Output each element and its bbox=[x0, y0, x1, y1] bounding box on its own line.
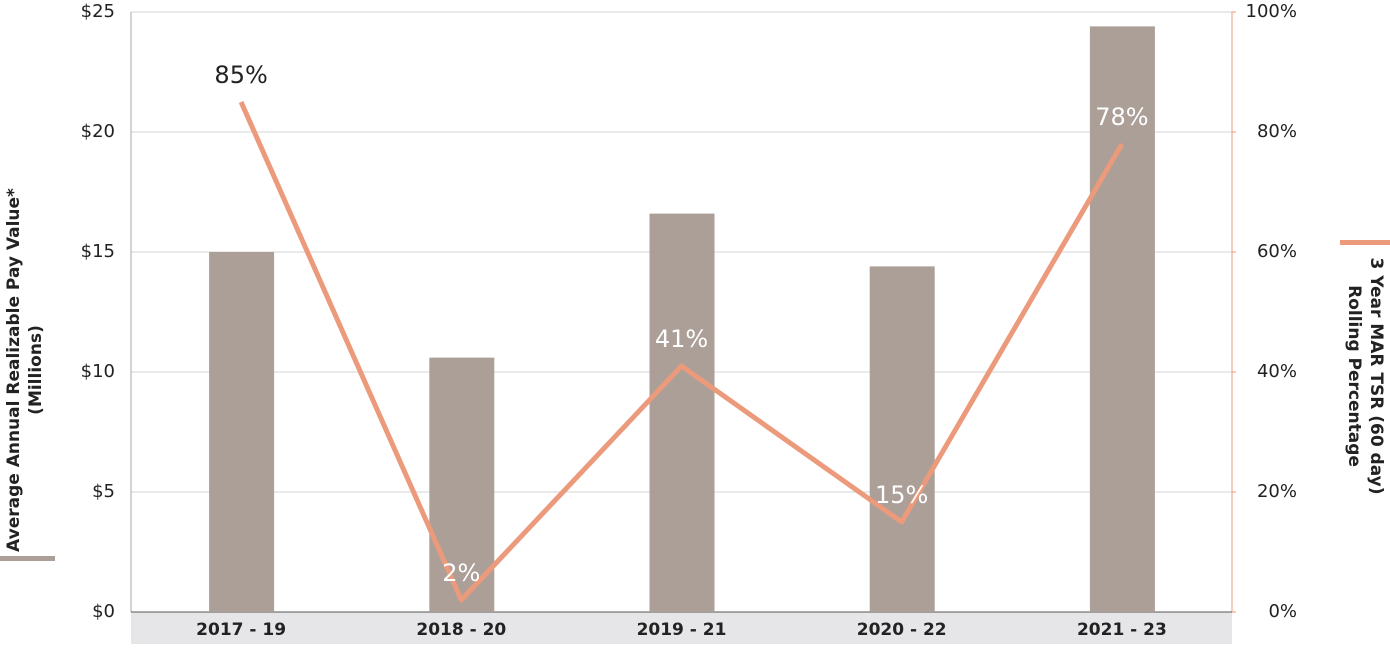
legend-swatch bbox=[0, 556, 55, 561]
y2-tick-label: 100% bbox=[1246, 1, 1297, 22]
y-tick-label: $15 bbox=[81, 241, 115, 262]
legend-entry: 3 Year MAR TSR (60 day)Rolling Percentag… bbox=[1344, 257, 1386, 494]
x-tick-label: 2017 - 19 bbox=[196, 620, 286, 640]
legend-label: Rolling Percentage bbox=[1344, 285, 1364, 467]
x-tick-label: 2019 - 21 bbox=[637, 620, 727, 640]
y-tick-label: $10 bbox=[81, 361, 115, 382]
line-series bbox=[238, 100, 1125, 603]
bar bbox=[429, 357, 495, 612]
bar bbox=[209, 252, 275, 612]
y2-tick-label: 40% bbox=[1257, 361, 1297, 382]
y2-tick-label: 0% bbox=[1268, 601, 1297, 622]
legend-entry: Average Annual Realizable Pay Value* (Mil… bbox=[4, 188, 46, 552]
y-tick-label: $0 bbox=[92, 601, 115, 622]
legend-label: 3 Year MAR TSR (60 day) bbox=[1366, 257, 1386, 494]
y-tick-label: $20 bbox=[81, 121, 115, 142]
x-tick-label: 2020 - 22 bbox=[857, 620, 947, 640]
value-label: 2% bbox=[442, 559, 480, 587]
legend-label: Average Annual Realizable Pay Value* bbox=[4, 188, 24, 552]
category-band bbox=[131, 612, 1232, 644]
value-label: 41% bbox=[655, 325, 708, 353]
value-label: 85% bbox=[214, 61, 267, 89]
bar bbox=[1089, 26, 1155, 612]
bar bbox=[869, 266, 935, 612]
value-label: 15% bbox=[875, 481, 928, 509]
bar bbox=[649, 213, 715, 612]
y2-tick-label: 80% bbox=[1257, 121, 1297, 142]
legend-label: (Millions) bbox=[26, 325, 46, 415]
x-tick-label: 2018 - 20 bbox=[416, 620, 506, 640]
value-label: 78% bbox=[1095, 103, 1148, 131]
y2-tick-label: 20% bbox=[1257, 481, 1297, 502]
y2-tick-label: 60% bbox=[1257, 241, 1297, 262]
legend-swatch bbox=[1340, 240, 1390, 245]
y-tick-label: $5 bbox=[92, 481, 115, 502]
y-tick-label: $25 bbox=[81, 1, 115, 22]
x-tick-label: 2021 - 23 bbox=[1077, 620, 1167, 640]
